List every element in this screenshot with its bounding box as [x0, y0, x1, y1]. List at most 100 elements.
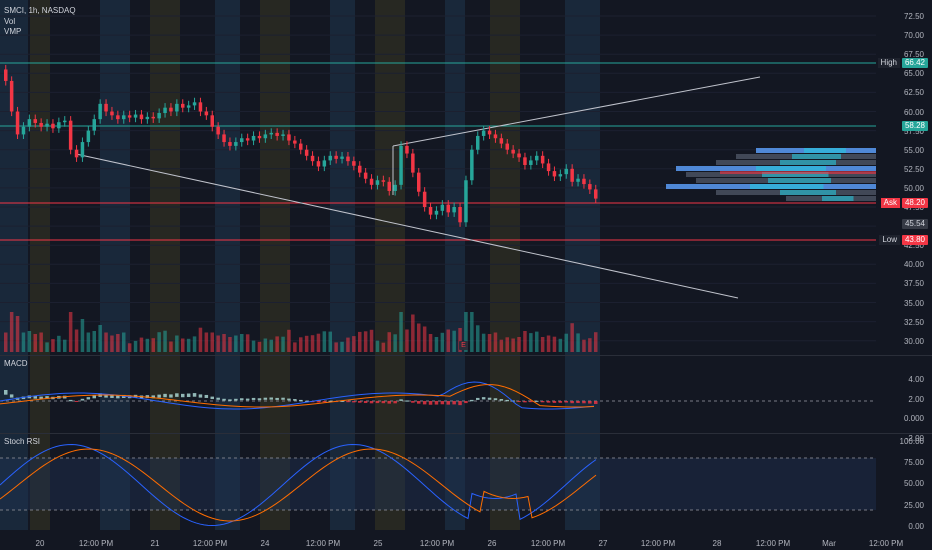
volume-profile-segment	[780, 190, 836, 195]
macd-histogram-bar	[228, 399, 232, 401]
candle-body	[493, 134, 498, 139]
macd-histogram-bar	[9, 394, 14, 398]
candle-body	[169, 107, 173, 112]
trend-line-upper	[392, 76, 761, 147]
macd-histogram-bar	[582, 401, 586, 404]
volume-bar	[417, 323, 421, 352]
macd-histogram-bar	[576, 401, 580, 404]
low-tag-label: Low	[879, 235, 900, 245]
candle-body	[417, 172, 421, 192]
volume-bar	[464, 312, 468, 352]
candle-body	[57, 122, 61, 129]
candle-body	[334, 155, 338, 159]
price-axis-label: 67.50	[903, 50, 924, 60]
candle-body	[15, 111, 20, 135]
volume-bar	[576, 333, 580, 352]
price-axis-label: 40.00	[903, 260, 924, 270]
session-band	[565, 0, 600, 530]
macd-histogram-bar	[175, 393, 179, 397]
volume-bar	[399, 312, 403, 352]
volume-bar	[487, 334, 492, 352]
macd-histogram-bar	[464, 401, 468, 404]
time-axis-label: Mar	[822, 539, 836, 548]
macd-histogram-bar	[428, 401, 433, 405]
volume-bar	[86, 332, 91, 352]
candle-body	[163, 107, 167, 114]
macd-histogram-bar	[481, 397, 486, 400]
volume-legend[interactable]: Vol	[4, 17, 16, 26]
macd-histogram-bar	[269, 397, 273, 400]
macd-legend[interactable]: MACD	[4, 359, 28, 368]
macd-histogram-bar	[322, 401, 327, 403]
volume-bar	[33, 334, 37, 352]
pane-divider-macd[interactable]	[0, 355, 932, 356]
volume-bar	[334, 342, 338, 352]
volume-bar	[127, 343, 132, 352]
candle-body	[594, 189, 598, 199]
volume-bar	[122, 332, 126, 352]
macd-histogram-bar	[257, 398, 262, 401]
macd-histogram-bar	[281, 397, 285, 400]
candle-body	[281, 134, 285, 136]
price-axis-label: 72.50	[903, 12, 924, 21]
stoch-axis-label: 25.00	[903, 500, 924, 510]
volume-bar	[163, 330, 167, 352]
candle-body	[104, 103, 108, 112]
candle-body	[204, 111, 209, 116]
session-band	[375, 0, 405, 530]
macd-histogram-bar	[487, 397, 492, 400]
candle-body	[346, 156, 350, 162]
candle-body	[576, 178, 580, 182]
volume-bar	[523, 331, 527, 352]
volume-profile-segment	[762, 172, 829, 177]
volume-bar	[287, 329, 291, 352]
candle-body	[181, 103, 185, 108]
macd-histogram-bar	[145, 395, 150, 399]
macd-histogram-bar	[458, 401, 462, 406]
candle-body	[293, 140, 297, 144]
macd-histogram-bar	[558, 401, 563, 403]
macd-histogram-bar	[529, 401, 533, 403]
earnings-marker-icon[interactable]: E	[459, 341, 468, 350]
volume-bar	[175, 335, 179, 352]
volume-profile-poc	[720, 171, 876, 174]
volume-bar	[340, 341, 344, 352]
volume-bar	[470, 312, 474, 352]
macd-histogram-bar	[399, 399, 403, 401]
volume-bar	[511, 338, 515, 352]
macd-histogram-bar	[499, 399, 504, 401]
session-band	[445, 0, 465, 530]
volume-bar	[21, 332, 26, 352]
candle-body	[133, 114, 138, 118]
volume-bar	[493, 332, 498, 352]
time-axis-label: 12:00 PM	[640, 539, 676, 548]
volume-bar	[74, 329, 79, 352]
vmp-legend[interactable]: VMP	[4, 27, 22, 36]
volume-bar	[393, 334, 397, 352]
candle-body	[21, 126, 26, 135]
volume-bar	[15, 316, 20, 352]
low-tag-value: 43.80	[901, 235, 928, 245]
macd-histogram-bar	[594, 401, 598, 404]
macd-histogram-bar	[552, 401, 557, 403]
macd-histogram-bar	[86, 397, 91, 400]
candle-body	[470, 149, 474, 181]
pane-divider-stoch[interactable]	[0, 433, 932, 434]
candle-body	[116, 115, 120, 120]
volume-bar	[304, 335, 309, 352]
volume-bar	[198, 327, 203, 352]
symbol-title[interactable]: SMCI, 1h, NASDAQ	[4, 6, 76, 15]
candle-body	[4, 69, 8, 81]
candle-body	[222, 134, 226, 143]
ask-tag-label: Ask	[880, 198, 900, 208]
price-axis-label: 37.50	[903, 279, 924, 289]
stoch-rsi-legend[interactable]: Stoch RSI	[4, 437, 41, 446]
macd-histogram-bar	[116, 395, 120, 399]
volume-bar	[204, 332, 209, 352]
volume-bar	[499, 339, 504, 352]
volume-bar	[346, 337, 350, 352]
candle-body	[428, 207, 433, 215]
macd-histogram-bar	[293, 399, 297, 401]
candle-body	[92, 119, 96, 131]
